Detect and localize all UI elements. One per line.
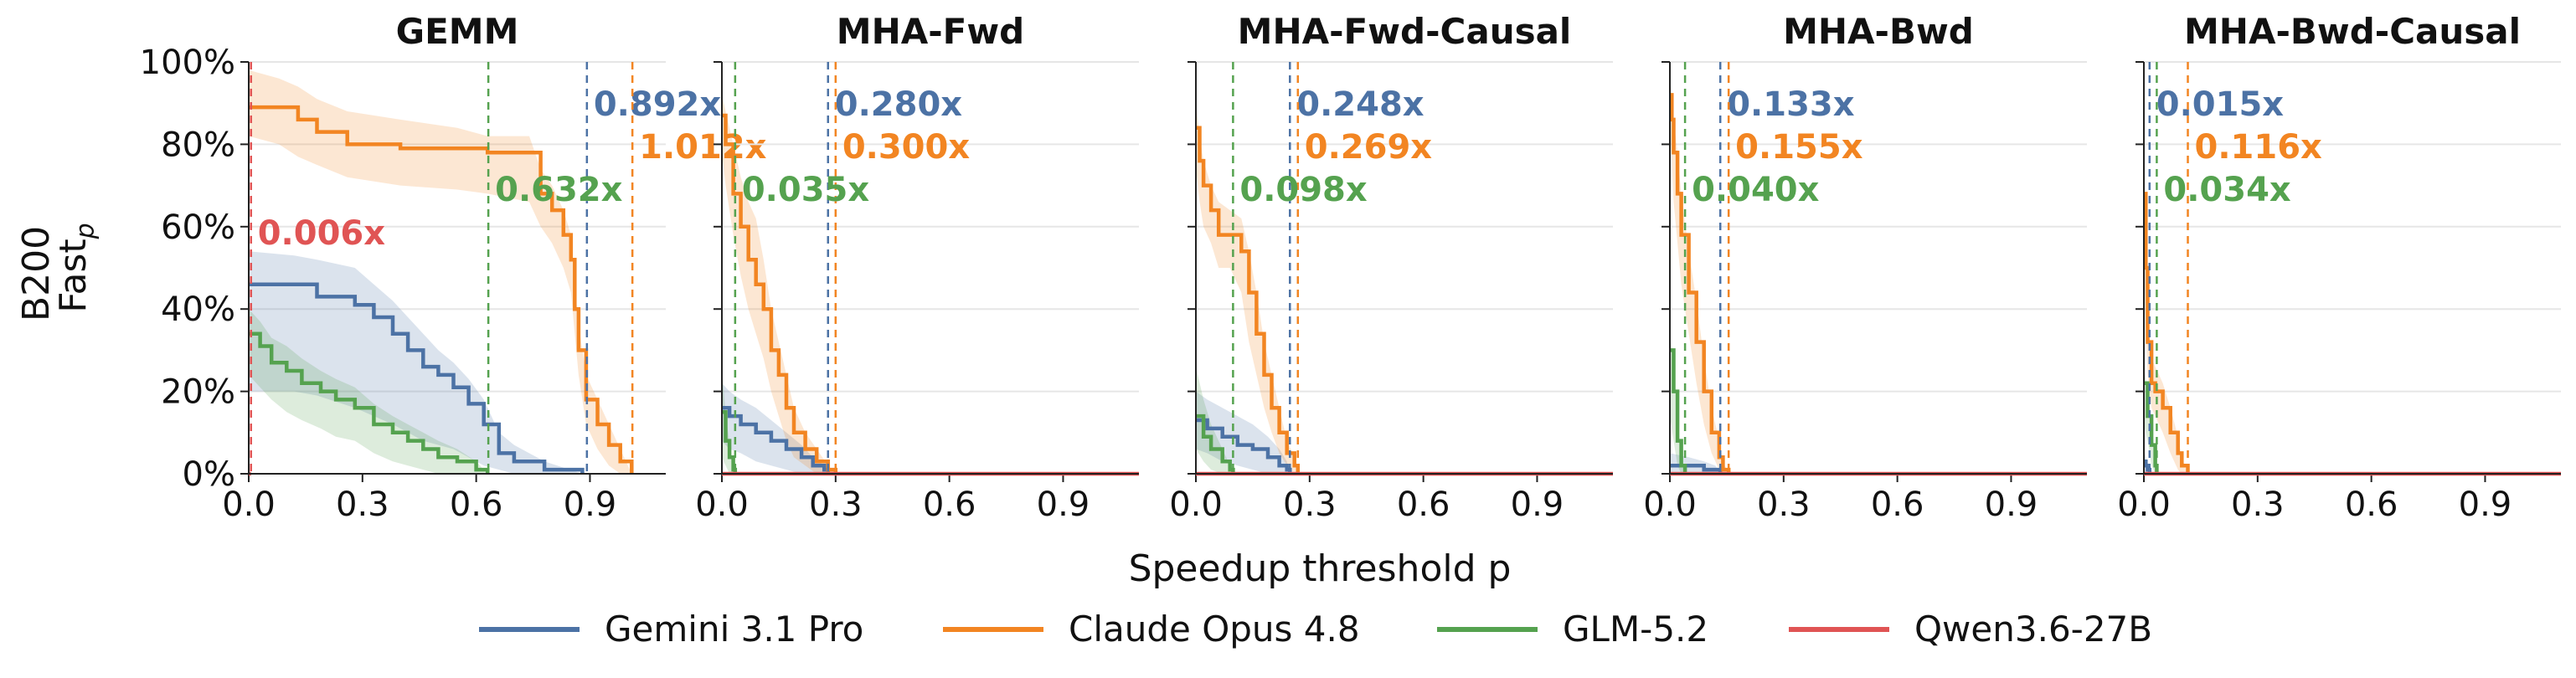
x-tick-label: 0.9 — [1037, 485, 1090, 524]
series-line — [1196, 413, 1235, 474]
x-tick-label: 0.3 — [1283, 485, 1337, 524]
x-tick-label: 0.6 — [1871, 485, 1924, 524]
x-tick-label: 0.0 — [222, 485, 276, 524]
x-tick-label: 0.0 — [1169, 485, 1223, 524]
legend-item: GLM-5.2 — [1437, 609, 1708, 650]
x-axis-label: Speedup threshold p — [1129, 547, 1512, 590]
series-line — [1196, 126, 1301, 474]
legend-item: Qwen3.6-27B — [1789, 609, 2152, 650]
x-tick-label: 0.6 — [2345, 485, 2398, 524]
series-line — [722, 113, 838, 474]
legend-label: Claude Opus 4.8 — [1069, 609, 1360, 650]
y-axis-label: B200 Fastp — [15, 214, 100, 321]
x-tick-label: 0.9 — [564, 485, 617, 524]
series-line — [249, 105, 634, 474]
threshold-annotation: 1.012x — [639, 128, 767, 167]
y-axis-label-base: Fast — [52, 239, 95, 312]
legend-label: Qwen3.6-27B — [1914, 609, 2152, 650]
threshold-annotation: 0.632x — [495, 171, 623, 209]
threshold-annotation: 0.098x — [1239, 171, 1368, 209]
x-tick-label: 0.6 — [450, 485, 503, 524]
panel-title: MHA-Fwd-Causal — [1238, 11, 1572, 52]
panel-title: MHA-Fwd — [837, 11, 1024, 52]
panel-1: 0% 20% 40% 60% 80% 100% 0.0 0.3 0.6 0.9 0.892x 1.01… — [140, 11, 767, 524]
threshold-annotation: 0.040x — [1692, 171, 1820, 209]
y-tick-label: 60% — [161, 208, 235, 247]
series-band — [249, 251, 583, 474]
series-line — [1196, 418, 1292, 474]
legend-label: Gemini 3.1 Pro — [605, 609, 863, 650]
threshold-annotation: 0.280x — [835, 85, 963, 124]
threshold-annotation: 0.248x — [1296, 85, 1425, 124]
panel-title: GEMM — [396, 11, 519, 52]
legend-item: Gemini 3.1 Pro — [479, 609, 863, 650]
x-tick-label: 0.9 — [1985, 485, 2038, 524]
x-tick-label: 0.6 — [1397, 485, 1450, 524]
y-axis-label-line1: B200 — [15, 226, 58, 321]
x-tick-label: 0.3 — [809, 485, 863, 524]
panel-4: 0.0 0.3 0.6 0.9 0.133x 0.155x 0.040x MHA-Bwd — [1643, 11, 2087, 524]
threshold-annotation: 0.892x — [594, 85, 722, 124]
y-tick-label: 20% — [161, 373, 235, 412]
y-axis-label-line2: Fastp — [52, 223, 100, 312]
y-tick-label: 0% — [183, 455, 235, 494]
series-line — [2144, 192, 2190, 474]
threshold-annotation: 0.116x — [2195, 128, 2323, 167]
y-tick-label: 80% — [161, 126, 235, 164]
series-line — [249, 282, 585, 474]
x-tick-label: 0.3 — [1757, 485, 1811, 524]
y-tick-label: 100% — [140, 44, 235, 82]
x-tick-label: 0.3 — [2231, 485, 2285, 524]
threshold-annotation: 0.300x — [842, 128, 971, 167]
panel-3: 0.0 0.3 0.6 0.9 0.248x 0.269x 0.098x MHA-Fwd-Ca… — [1169, 11, 1613, 524]
x-tick-label: 0.0 — [1643, 485, 1697, 524]
threshold-annotation: 0.006x — [258, 214, 386, 253]
y-axis-label-subscript: p — [71, 223, 100, 239]
x-tick-label: 0.9 — [1511, 485, 1564, 524]
series-line — [249, 331, 490, 474]
series-band — [249, 69, 632, 475]
series-band — [1196, 367, 1234, 474]
x-tick-label: 0.6 — [923, 485, 976, 524]
x-tick-label: 0.0 — [2117, 485, 2171, 524]
threshold-annotation: 0.015x — [2156, 85, 2285, 124]
panel-5: 0.0 0.3 0.6 0.9 0.015x 0.116x 0.034x MHA-Bwd-Ca… — [2117, 11, 2561, 524]
series-band — [2144, 185, 2188, 474]
series-band — [249, 309, 488, 474]
series-band — [722, 367, 735, 474]
y-tick-label: 40% — [161, 290, 235, 329]
x-tick-label: 0.9 — [2459, 485, 2512, 524]
series-line — [1670, 348, 1687, 474]
threshold-annotation: 0.035x — [742, 171, 870, 209]
x-tick-label: 0.0 — [695, 485, 749, 524]
threshold-annotation: 0.269x — [1305, 128, 1433, 167]
legend-item: Claude Opus 4.8 — [943, 609, 1360, 650]
threshold-annotation: 0.133x — [1727, 85, 1855, 124]
threshold-annotation: 0.034x — [2163, 171, 2291, 209]
panels: 0% 20% 40% 60% 80% 100% 0.0 0.3 0.6 0.9 0.892x 1.01… — [140, 11, 2561, 524]
panel-2: 0.0 0.3 0.6 0.9 0.280x 0.300x 0.035x MHA-Fwd — [695, 11, 1139, 524]
x-tick-label: 0.3 — [336, 485, 389, 524]
legend: Gemini 3.1 Pro Claude Opus 4.8 GLM-5.2 Qwen… — [479, 609, 2152, 650]
panel-title: MHA-Bwd — [1783, 11, 1974, 52]
series-band — [1670, 78, 1729, 474]
panel-title: MHA-Bwd-Causal — [2184, 11, 2521, 52]
threshold-annotation: 0.155x — [1735, 128, 1863, 167]
series-band — [722, 95, 836, 475]
series-line — [722, 406, 831, 474]
legend-label: GLM-5.2 — [1563, 609, 1708, 650]
